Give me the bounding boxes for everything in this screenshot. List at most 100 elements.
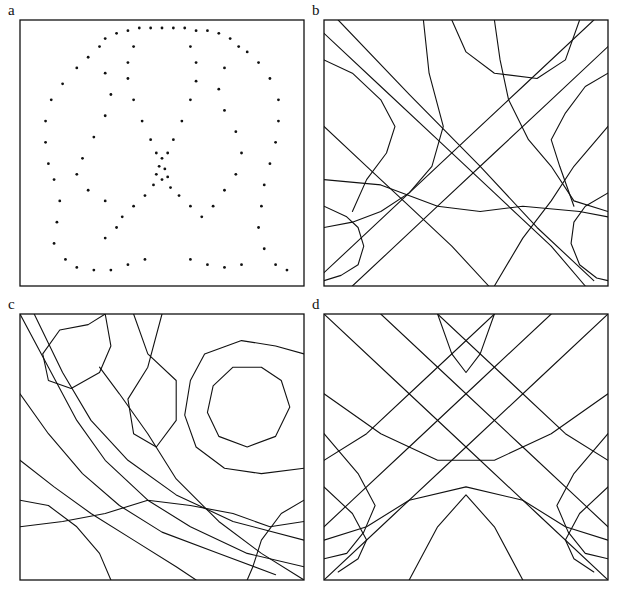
panel: b <box>312 2 608 286</box>
dot <box>217 88 220 91</box>
panel: a <box>8 2 304 286</box>
plot-area <box>324 314 608 580</box>
trajectory <box>324 20 443 227</box>
dot <box>274 141 277 144</box>
trajectory <box>565 487 608 572</box>
dot <box>223 109 226 112</box>
dot <box>47 162 50 165</box>
dot <box>223 266 226 269</box>
dot <box>104 114 107 117</box>
dot <box>132 98 135 101</box>
panel: d <box>312 296 608 580</box>
dot <box>75 266 78 269</box>
dot <box>127 29 130 32</box>
dot <box>50 98 53 101</box>
dot <box>44 120 47 123</box>
trajectory <box>324 434 375 559</box>
dot <box>87 56 90 59</box>
trajectory <box>20 500 304 527</box>
trajectory <box>324 126 489 286</box>
dot <box>104 72 107 75</box>
trajectory <box>20 314 304 567</box>
plot-area <box>44 27 288 272</box>
dot <box>144 258 147 261</box>
trajectory <box>551 73 608 206</box>
trajectory <box>20 460 196 580</box>
dot <box>75 173 78 176</box>
trajectory <box>324 206 364 280</box>
dot <box>257 226 260 229</box>
dot <box>223 189 226 192</box>
dot <box>104 37 107 40</box>
trajectory <box>324 314 494 460</box>
frame <box>324 20 608 286</box>
dot <box>223 66 226 69</box>
dot <box>183 27 186 30</box>
dot <box>98 45 101 48</box>
dot <box>109 269 112 272</box>
dot <box>189 205 192 208</box>
dot <box>104 199 107 202</box>
panel: c <box>8 296 304 580</box>
dot <box>240 152 243 155</box>
trajectory <box>438 314 495 373</box>
trajectory <box>43 314 111 388</box>
dot <box>234 130 237 133</box>
trajectory <box>409 495 523 580</box>
panel-letter: a <box>8 2 15 18</box>
plot-area <box>324 20 608 286</box>
dot <box>92 269 95 272</box>
dot <box>109 93 112 96</box>
plot-area <box>20 314 304 580</box>
dot <box>149 27 152 30</box>
dot <box>166 152 169 155</box>
trajectory <box>324 394 608 461</box>
trajectory <box>352 47 608 286</box>
trajectory <box>20 500 111 580</box>
dot <box>169 186 172 189</box>
dot <box>257 61 260 64</box>
dot <box>115 32 118 35</box>
dot <box>269 77 272 80</box>
dot <box>64 258 67 261</box>
trajectory <box>247 500 304 580</box>
dot <box>121 215 124 218</box>
dot <box>58 199 61 202</box>
trajectory <box>557 434 608 559</box>
dot <box>246 51 249 54</box>
dot <box>240 263 243 266</box>
dot <box>206 29 209 32</box>
dot <box>172 27 175 30</box>
dot <box>115 226 118 229</box>
frame <box>324 314 608 580</box>
dot <box>92 136 95 139</box>
trajectory <box>338 20 594 281</box>
dot <box>286 269 289 272</box>
panel-letter: c <box>8 296 15 312</box>
trajectory <box>20 394 276 575</box>
dot <box>212 205 215 208</box>
trajectory <box>494 20 608 212</box>
dot <box>172 138 175 141</box>
trajectory <box>324 60 395 212</box>
panel-letter: b <box>312 2 320 18</box>
dot <box>53 242 56 245</box>
dot <box>189 45 192 48</box>
dot <box>127 61 130 64</box>
dot <box>189 258 192 261</box>
trajectory <box>381 314 608 527</box>
dot <box>81 157 84 160</box>
dot <box>138 27 141 30</box>
dot <box>56 221 59 224</box>
trajectory <box>100 367 304 580</box>
frame <box>20 314 304 580</box>
trajectory <box>324 487 367 572</box>
dot <box>127 263 130 266</box>
trajectory <box>207 367 289 447</box>
dot <box>260 205 263 208</box>
trajectory <box>571 193 608 281</box>
dot <box>149 138 152 141</box>
dot <box>277 98 280 101</box>
figure: a b c d <box>0 0 629 594</box>
trajectory <box>324 180 608 217</box>
